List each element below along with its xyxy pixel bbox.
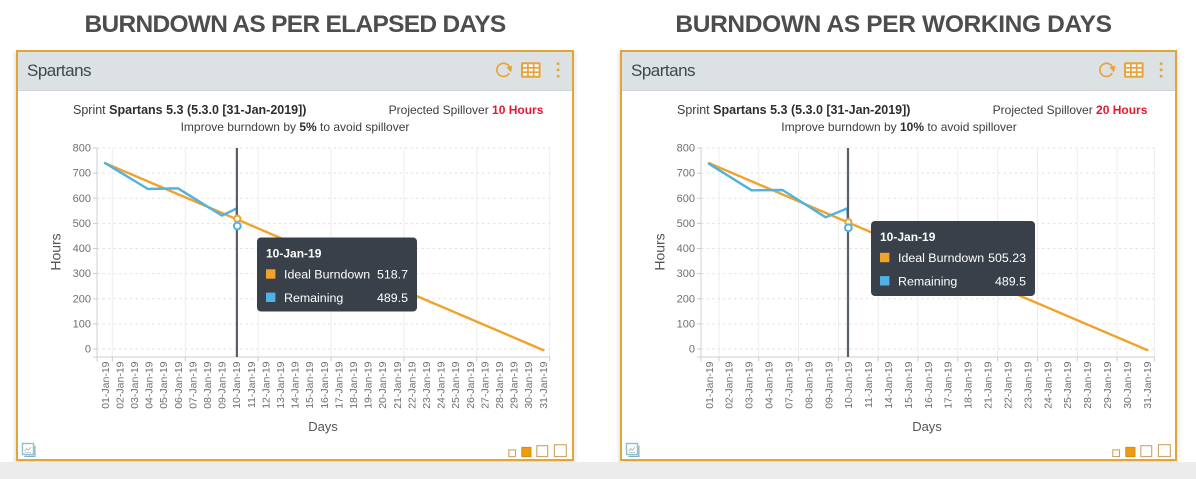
svg-text:15-Jan-19: 15-Jan-19 [903,361,915,408]
svg-text:500: 500 [73,218,91,230]
svg-text:28-Jan-19: 28-Jan-19 [1082,361,1094,408]
svg-text:10-Jan-19: 10-Jan-19 [231,361,243,408]
svg-text:Remaining: Remaining [284,291,343,305]
svg-text:505.23: 505.23 [988,251,1026,265]
svg-text:Sprint Spartans 5.3 (5.3.0 [31: Sprint Spartans 5.3 (5.3.0 [31-Jan-2019]… [73,103,306,117]
svg-text:03-Jan-19: 03-Jan-19 [129,361,141,408]
svg-text:25-Jan-19: 25-Jan-19 [1062,361,1074,408]
svg-text:31-Jan-19: 31-Jan-19 [538,361,550,408]
svg-text:Hours: Hours [48,233,64,270]
svg-text:24-Jan-19: 24-Jan-19 [1042,361,1054,408]
svg-text:31-Jan-19: 31-Jan-19 [1142,361,1154,408]
svg-text:12-Jan-19: 12-Jan-19 [260,361,272,408]
svg-text:Sprint Spartans 5.3 (5.3.0 [31: Sprint Spartans 5.3 (5.3.0 [31-Jan-2019]… [677,103,910,117]
svg-text:518.7: 518.7 [377,268,408,282]
svg-text:29-Jan-19: 29-Jan-19 [509,361,521,408]
svg-text:23-Jan-19: 23-Jan-19 [421,361,433,408]
svg-text:25-Jan-19: 25-Jan-19 [450,361,462,408]
svg-text:800: 800 [677,143,695,155]
svg-text:19-Jan-19: 19-Jan-19 [363,361,375,408]
svg-text:489.5: 489.5 [995,275,1026,289]
svg-text:07-Jan-19: 07-Jan-19 [187,361,199,408]
svg-text:05-Jan-19: 05-Jan-19 [158,361,170,408]
svg-text:21-Jan-19: 21-Jan-19 [983,361,995,408]
svg-text:0: 0 [689,344,695,356]
svg-text:Projected Spillover 10 Hours: Projected Spillover 10 Hours [389,103,544,117]
svg-text:27-Jan-19: 27-Jan-19 [479,361,491,408]
svg-text:Improve burndown by 5% to avoi: Improve burndown by 5% to avoid spillove… [181,120,410,134]
svg-text:10-Jan-19: 10-Jan-19 [266,247,322,261]
svg-text:28-Jan-19: 28-Jan-19 [494,361,506,408]
svg-text:700: 700 [677,168,695,180]
svg-text:09-Jan-19: 09-Jan-19 [217,361,229,408]
svg-text:18-Jan-19: 18-Jan-19 [348,361,360,408]
svg-text:03-Jan-19: 03-Jan-19 [744,361,756,408]
svg-text:14-Jan-19: 14-Jan-19 [290,361,302,408]
svg-text:Improve burndown by 10% to avo: Improve burndown by 10% to avoid spillov… [781,120,1016,134]
svg-text:08-Jan-19: 08-Jan-19 [803,361,815,408]
svg-text:14-Jan-19: 14-Jan-19 [883,361,895,408]
svg-text:Ideal Burndown: Ideal Burndown [898,251,984,265]
svg-text:24-Jan-19: 24-Jan-19 [436,361,448,408]
svg-text:18-Jan-19: 18-Jan-19 [963,361,975,408]
svg-text:16-Jan-19: 16-Jan-19 [923,361,935,408]
svg-text:Projected Spillover 20 Hours: Projected Spillover 20 Hours [993,103,1148,117]
svg-text:06-Jan-19: 06-Jan-19 [173,361,185,408]
svg-text:16-Jan-19: 16-Jan-19 [319,361,331,408]
svg-text:23-Jan-19: 23-Jan-19 [1022,361,1034,408]
svg-text:Hours: Hours [652,233,668,270]
svg-text:13-Jan-19: 13-Jan-19 [275,361,287,408]
svg-text:22-Jan-19: 22-Jan-19 [406,361,418,408]
svg-text:02-Jan-19: 02-Jan-19 [724,361,736,408]
svg-text:04-Jan-19: 04-Jan-19 [764,361,776,408]
svg-text:11-Jan-19: 11-Jan-19 [863,361,875,408]
svg-text:0: 0 [85,344,91,356]
svg-text:600: 600 [677,193,695,205]
svg-text:30-Jan-19: 30-Jan-19 [523,361,535,408]
svg-text:300: 300 [73,268,91,280]
svg-text:26-Jan-19: 26-Jan-19 [465,361,477,408]
svg-text:100: 100 [73,318,91,330]
svg-text:700: 700 [73,168,91,180]
svg-text:300: 300 [677,268,695,280]
svg-text:800: 800 [73,143,91,155]
svg-text:29-Jan-19: 29-Jan-19 [1102,361,1114,408]
svg-text:01-Jan-19: 01-Jan-19 [704,361,716,408]
svg-text:02-Jan-19: 02-Jan-19 [114,361,126,408]
svg-text:200: 200 [677,293,695,305]
svg-text:30-Jan-19: 30-Jan-19 [1122,361,1134,408]
svg-text:09-Jan-19: 09-Jan-19 [823,361,835,408]
svg-text:22-Jan-19: 22-Jan-19 [1002,361,1014,408]
svg-text:07-Jan-19: 07-Jan-19 [783,361,795,408]
svg-text:100: 100 [677,318,695,330]
svg-text:489.5: 489.5 [377,291,408,305]
svg-text:Ideal Burndown: Ideal Burndown [284,268,370,282]
svg-text:500: 500 [677,218,695,230]
svg-text:400: 400 [677,243,695,255]
svg-text:400: 400 [73,243,91,255]
svg-text:Days: Days [308,419,338,434]
svg-text:08-Jan-19: 08-Jan-19 [202,361,214,408]
svg-text:Days: Days [912,419,942,434]
svg-text:17-Jan-19: 17-Jan-19 [943,361,955,408]
svg-text:200: 200 [73,293,91,305]
svg-text:11-Jan-19: 11-Jan-19 [246,361,258,408]
svg-text:Remaining: Remaining [898,275,957,289]
svg-text:17-Jan-19: 17-Jan-19 [333,361,345,408]
svg-text:600: 600 [73,193,91,205]
svg-text:21-Jan-19: 21-Jan-19 [392,361,404,408]
svg-text:10-Jan-19: 10-Jan-19 [843,361,855,408]
svg-text:01-Jan-19: 01-Jan-19 [100,361,112,408]
svg-text:04-Jan-19: 04-Jan-19 [144,361,156,408]
svg-text:20-Jan-19: 20-Jan-19 [377,361,389,408]
svg-text:10-Jan-19: 10-Jan-19 [880,230,936,244]
svg-text:15-Jan-19: 15-Jan-19 [304,361,316,408]
